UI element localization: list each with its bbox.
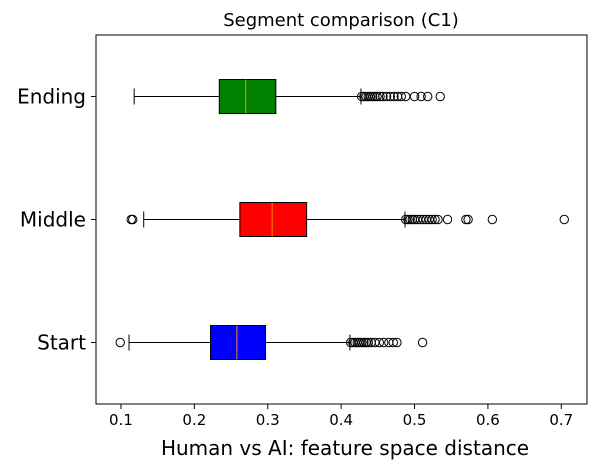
outlier-ending-12 (389, 91, 399, 102)
y-axis: Start Middle Ending (17, 85, 96, 355)
outlier-ending-16 (409, 91, 420, 102)
outlier-ending-8 (375, 91, 385, 102)
outlier-ending-17 (416, 91, 426, 102)
box-middle (239, 202, 308, 237)
outlier-ending-14 (396, 91, 407, 102)
outlier-ending-18 (423, 91, 433, 102)
outlier-middle-16 (461, 214, 471, 225)
outlier-start-0 (115, 337, 125, 348)
outlier-middle-4 (405, 214, 415, 225)
outlier-middle-17 (463, 214, 473, 225)
outlier-start-6 (356, 337, 367, 348)
outlier-ending-10 (381, 91, 392, 102)
x-tick-label-0: 0.1 (109, 411, 133, 429)
outlier-middle-1 (127, 214, 138, 225)
outlier-middle-19 (559, 214, 569, 225)
chart-marks (115, 79, 569, 360)
box-start (209, 325, 267, 360)
outlier-ending-9 (378, 91, 388, 102)
outlier-ending-7 (372, 91, 382, 102)
y-tick-label-ending: Ending (17, 85, 86, 109)
x-axis: 0.1 0.2 0.3 0.4 0.5 0.6 0.7 (109, 404, 573, 429)
outlier-ending-11 (385, 91, 396, 102)
x-tick-label-6: 0.7 (549, 411, 573, 429)
outlier-start-9 (363, 337, 373, 348)
x-tick-label-3: 0.4 (329, 411, 353, 429)
outlier-middle-15 (442, 214, 453, 225)
outlier-start-17 (417, 337, 428, 348)
y-tick-label-middle: Middle (20, 208, 86, 232)
outlier-middle-13 (430, 214, 440, 225)
outlier-middle-3 (403, 214, 413, 225)
outlier-ending-5 (367, 91, 378, 102)
x-tick-label-1: 0.2 (182, 411, 206, 429)
box-ending (218, 79, 277, 114)
outlier-middle-12 (427, 214, 437, 225)
outlier-start-7 (359, 337, 369, 348)
chart-title: Segment comparison (C1) (223, 10, 459, 31)
outlier-ending-4 (365, 91, 376, 102)
outlier-ending-19 (435, 91, 445, 102)
outlier-start-13 (379, 337, 389, 348)
outlier-middle-14 (433, 214, 443, 225)
outlier-start-15 (388, 337, 398, 348)
x-axis-label: Human vs AI: feature space distance (161, 436, 529, 460)
x-tick-label-5: 0.6 (476, 411, 500, 429)
outlier-start-12 (374, 337, 384, 348)
outlier-start-16 (392, 337, 402, 348)
x-tick-label-2: 0.3 (256, 411, 280, 429)
y-tick-label-start: Start (37, 331, 86, 355)
x-tick-label-4: 0.5 (403, 411, 427, 429)
outlier-middle-18 (487, 214, 498, 225)
